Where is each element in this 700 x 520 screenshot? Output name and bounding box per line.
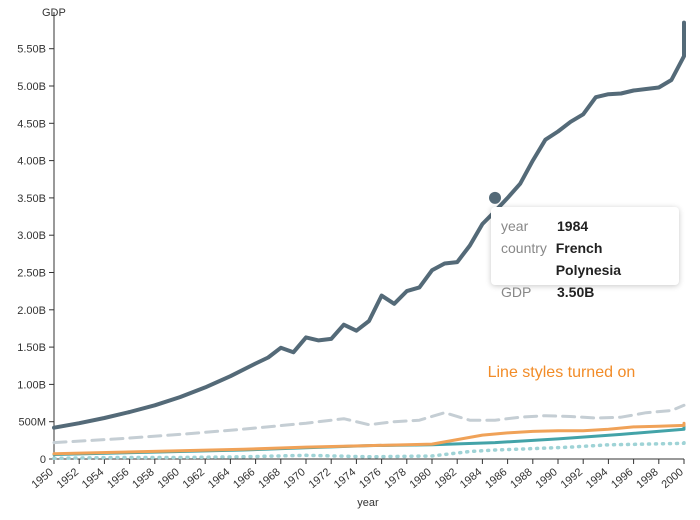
tooltip-row-country: country French Polynesia — [501, 237, 669, 281]
series-line-series-dotted — [52, 440, 686, 461]
series-lines — [52, 20, 686, 461]
y-tick-label: 1.00B — [17, 379, 46, 391]
x-tick-label: 1972 — [307, 466, 333, 491]
x-tick-label: 1954 — [80, 466, 106, 491]
x-tick-label: 1990 — [533, 466, 559, 491]
x-tick-label: 1996 — [609, 466, 635, 491]
x-axis-title: year — [357, 497, 379, 509]
x-tick-label: 1978 — [382, 466, 408, 491]
y-tick-label: 500M — [18, 417, 46, 429]
x-axis: 1950195219541956195819601962196419661968… — [29, 458, 686, 491]
tooltip-value: French Polynesia — [555, 240, 622, 278]
x-tick-label: 1962 — [181, 466, 207, 491]
y-tick-label: 4.00B — [17, 156, 46, 168]
series-line-series-dashed — [52, 403, 686, 445]
x-tick-label: 1964 — [206, 466, 232, 491]
y-tick-label: 1.50B — [17, 342, 46, 354]
tooltip-value: 3.50B — [557, 284, 595, 300]
y-tick-label: 2.00B — [17, 305, 46, 317]
tooltip-row-gdp: GDP 3.50B — [501, 281, 669, 303]
tooltip-key: year — [501, 218, 529, 234]
y-tick-label: 0 — [40, 454, 46, 466]
tooltip-key: country — [501, 240, 547, 256]
x-tick-label: 1950 — [29, 466, 55, 491]
x-tick-label: 1994 — [584, 466, 610, 491]
y-tick-label: 4.50B — [17, 118, 46, 130]
tooltip-row-year: year 1984 — [501, 215, 669, 237]
highlight-layer — [489, 191, 501, 204]
x-tick-label: 1956 — [105, 466, 131, 491]
x-tick-label: 1976 — [357, 466, 383, 491]
x-tick-label: 1980 — [407, 466, 433, 491]
tooltip-value: 1984 — [557, 218, 589, 234]
x-tick-label: 1984 — [458, 466, 484, 491]
highlight-point — [489, 191, 501, 204]
x-tick-label: 1974 — [332, 466, 358, 491]
x-tick-label: 1952 — [55, 466, 81, 491]
x-tick-label: 1986 — [483, 466, 509, 491]
y-tick-label: 3.00B — [17, 230, 46, 242]
y-tick-label: 5.00B — [17, 81, 46, 93]
y-tick-label: 5.50B — [17, 44, 46, 56]
x-tick-label: 1992 — [559, 466, 585, 491]
x-tick-label: 2000 — [659, 466, 685, 491]
x-tick-label: 1982 — [433, 466, 459, 491]
x-tick-label: 1958 — [130, 466, 156, 491]
y-axis: 0 500M 1.00B 1.50B 2.00B 2.50B 3.00B 3.50B 4.00B… — [17, 12, 55, 466]
x-tick-label: 1970 — [281, 466, 307, 491]
x-tick-label: 1988 — [508, 466, 534, 491]
tooltip: year 1984 country French Polynesia GDP 3… — [491, 207, 679, 300]
annotation-text: Line styles turned on — [488, 364, 636, 381]
series-line-series-orange — [52, 421, 686, 456]
series-line-french-polynesia — [52, 20, 686, 430]
x-tick-label: 1968 — [256, 466, 282, 491]
y-axis-title: GDP — [42, 7, 66, 19]
x-tick-label: 1966 — [231, 466, 257, 491]
y-tick-label: 3.50B — [17, 193, 46, 205]
y-tick-label: 2.50B — [17, 268, 46, 280]
tooltip-key: GDP — [501, 284, 532, 300]
x-tick-label: 1998 — [634, 466, 660, 491]
x-tick-label: 1960 — [155, 466, 181, 491]
